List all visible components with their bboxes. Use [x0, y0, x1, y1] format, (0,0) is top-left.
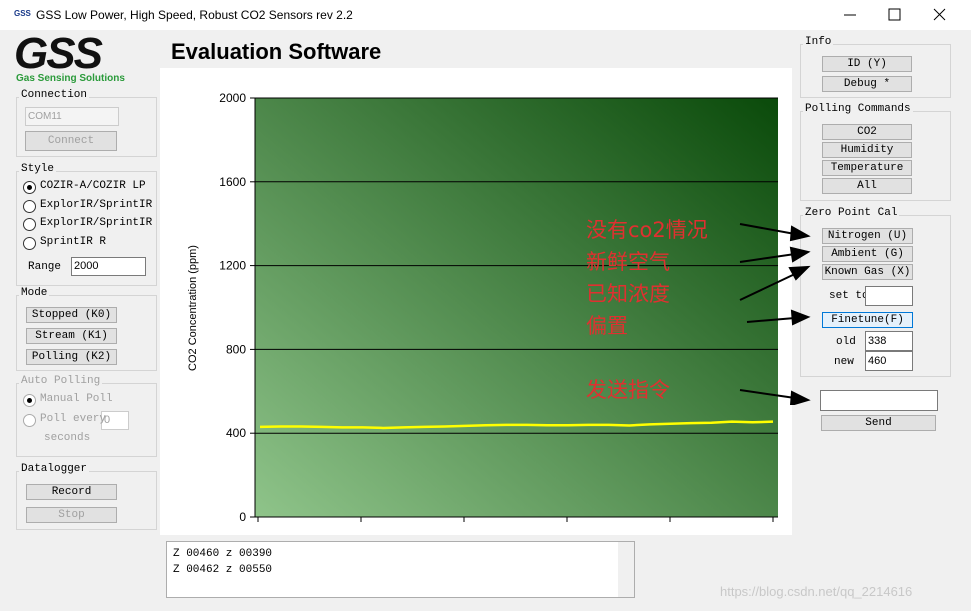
heading: Evaluation Software — [171, 39, 382, 64]
group-label: Datalogger — [19, 463, 90, 475]
group-label: Auto Polling — [19, 375, 103, 387]
button[interactable]: Polling (K2) — [26, 349, 117, 365]
finetune-button[interactable]: Finetune(F) — [822, 312, 913, 328]
button[interactable]: Debug * — [822, 76, 912, 92]
new-label: new — [834, 356, 854, 368]
set-to-label: set to — [829, 290, 869, 302]
button[interactable]: Nitrogen (U) — [822, 228, 913, 244]
radio-label: COZIR-A/COZIR LP — [40, 180, 146, 192]
radio-label: ExplorIR/SprintIR — [40, 198, 153, 211]
group-label: Connection — [19, 89, 90, 101]
radio-label: Poll every — [40, 413, 107, 425]
y-tick-label: 0 — [239, 510, 246, 524]
port-select[interactable]: COM11 — [25, 107, 119, 126]
window-controls[interactable] — [830, 0, 971, 30]
group-label: Style — [19, 163, 57, 175]
log-box: Z 00460 z 00390 Z 00462 z 00550 — [166, 541, 635, 598]
button[interactable]: ID (Y) — [822, 56, 912, 72]
annotation: 新鲜空气 — [586, 250, 670, 274]
log-line: Z 00460 z 00390 — [173, 548, 273, 560]
button[interactable]: All — [822, 178, 912, 194]
button[interactable]: Temperature — [822, 160, 912, 176]
set-to-input[interactable] — [865, 286, 913, 306]
y-tick-label: 800 — [226, 342, 246, 356]
button[interactable]: Stop — [26, 507, 117, 523]
annotation: 偏置 — [586, 314, 628, 338]
connect-button[interactable]: Connect — [25, 131, 117, 151]
scrollbar[interactable] — [618, 542, 634, 597]
maximize[interactable] — [888, 8, 901, 21]
logo-tagline: Gas Sensing Solutions — [16, 73, 125, 84]
radio-label: Manual Poll — [40, 393, 113, 405]
y-tick-label: 400 — [226, 426, 246, 440]
button[interactable]: Stopped (K0) — [26, 307, 117, 323]
radio-label: SprintIR R — [40, 235, 107, 248]
radio[interactable] — [23, 199, 36, 213]
close[interactable] — [933, 8, 946, 21]
log-lines: Z 00460 z 00390 Z 00462 z 00550 — [173, 546, 272, 578]
radio[interactable] — [23, 414, 36, 427]
group-label: Polling Commands — [803, 103, 913, 115]
range-select[interactable]: 2000 — [71, 257, 146, 276]
y-tick-label: 1600 — [219, 175, 246, 189]
radio-label: ExplorIR/SprintIR 10 — [40, 217, 155, 229]
watermark: https://blog.csdn.net/qq_2214616 — [720, 584, 913, 599]
mode-group — [16, 295, 157, 371]
radio[interactable] — [23, 218, 36, 231]
old-label: old — [836, 336, 856, 348]
radio[interactable] — [23, 181, 36, 194]
y-tick-label: 2000 — [219, 91, 246, 105]
chart: CO2 Concentration (ppm) 0 400 800 1200 1600 2… — [160, 68, 792, 535]
radio[interactable] — [23, 394, 36, 407]
button[interactable]: Known Gas (X) — [822, 264, 913, 280]
button[interactable]: Record — [26, 484, 117, 500]
plot-area — [255, 98, 778, 517]
annotation: 发送指令 — [586, 378, 670, 402]
title-bar: GSS GSS Low Power, High Speed, Robust CO… — [0, 0, 971, 30]
group-label: Mode — [19, 287, 50, 299]
group-label: Info — [803, 36, 834, 48]
annotation-arrows — [739, 223, 811, 405]
send-button[interactable]: Send — [821, 415, 936, 431]
app-icon: GSS — [14, 9, 31, 18]
group-label: Zero Point Cal — [803, 207, 900, 219]
style-group — [16, 171, 157, 286]
button[interactable]: Stream (K1) — [26, 328, 117, 344]
new-value[interactable]: 460 — [865, 351, 913, 371]
interval-input[interactable]: 0 — [101, 411, 129, 430]
button[interactable]: CO2 — [822, 124, 912, 140]
y-tick-label: 1200 — [219, 259, 246, 273]
y-axis-label: CO2 Concentration (ppm) — [187, 245, 199, 371]
logo: GSS — [14, 29, 103, 78]
log-line: Z 00462 z 00550 — [173, 564, 273, 576]
data-line — [259, 420, 774, 430]
radio[interactable] — [23, 236, 36, 250]
window-title: GSS Low Power, High Speed, Robust CO2 Se… — [36, 8, 353, 22]
annotation: 没有co2情况 — [586, 218, 708, 242]
annotation: 已知浓度 — [586, 282, 670, 306]
interval-unit: seconds — [44, 432, 91, 444]
old-value: 338 — [865, 331, 913, 351]
range-label: Range — [28, 261, 62, 273]
send-input[interactable] — [820, 390, 938, 411]
button[interactable]: Humidity — [822, 142, 912, 158]
button[interactable]: Ambient (G) — [822, 246, 913, 262]
info-group — [800, 44, 951, 98]
